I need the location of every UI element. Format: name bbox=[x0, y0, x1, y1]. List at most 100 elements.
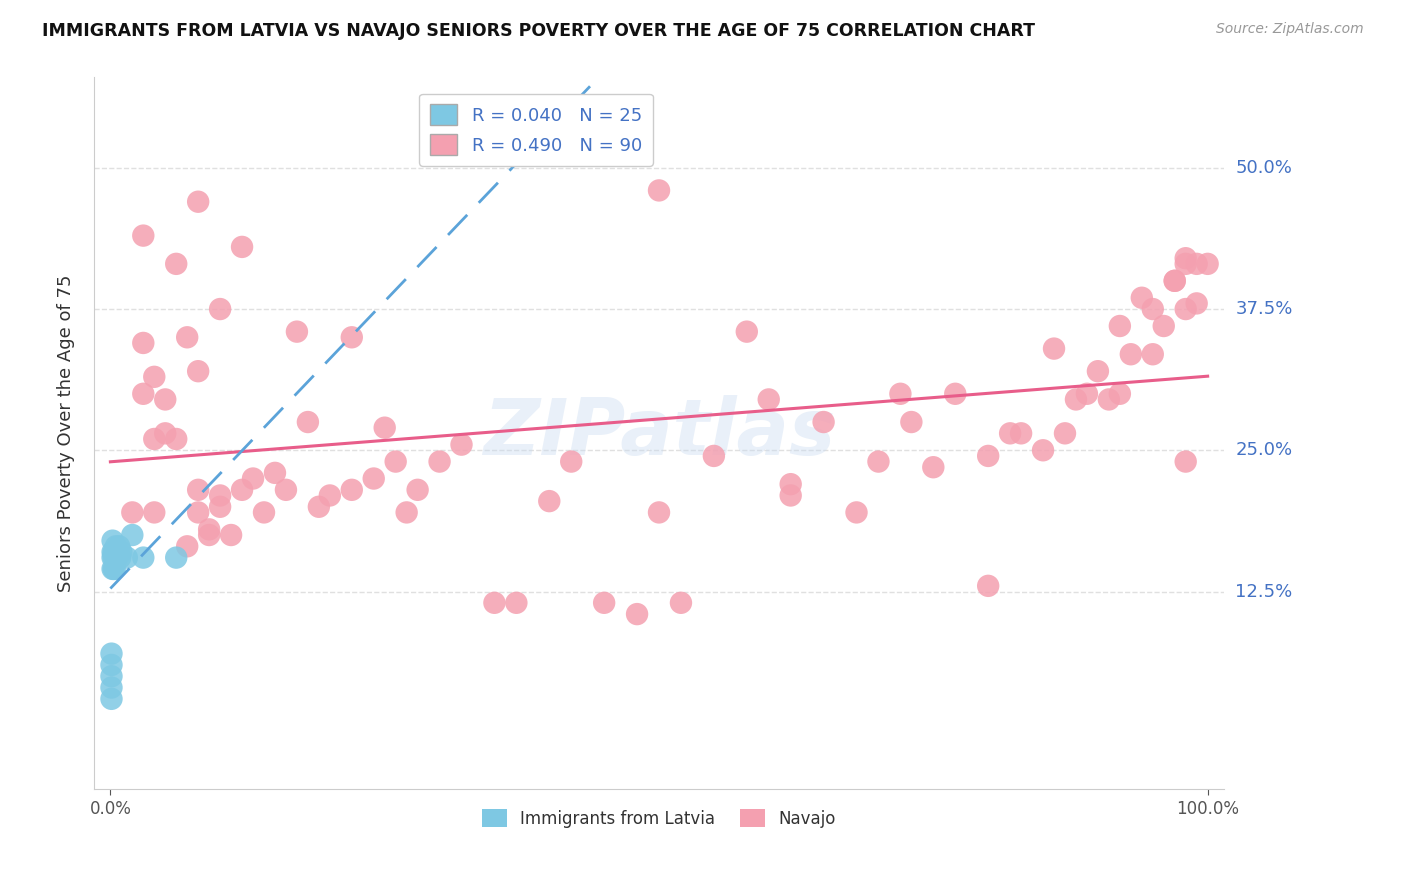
Point bbox=[363, 471, 385, 485]
Point bbox=[101, 533, 124, 548]
Point bbox=[1174, 257, 1197, 271]
Point bbox=[1185, 296, 1208, 310]
Point bbox=[1174, 301, 1197, 316]
Point bbox=[107, 545, 129, 559]
Point bbox=[165, 257, 187, 271]
Point bbox=[209, 488, 232, 502]
Point bbox=[1130, 291, 1153, 305]
Point bbox=[121, 528, 143, 542]
Text: Source: ZipAtlas.com: Source: ZipAtlas.com bbox=[1216, 22, 1364, 37]
Point bbox=[560, 454, 582, 468]
Point bbox=[1098, 392, 1121, 407]
Point bbox=[1174, 454, 1197, 468]
Point bbox=[104, 562, 127, 576]
Point bbox=[155, 426, 177, 441]
Point bbox=[264, 466, 287, 480]
Point bbox=[253, 505, 276, 519]
Point bbox=[132, 386, 155, 401]
Point bbox=[209, 301, 232, 316]
Point bbox=[103, 550, 125, 565]
Point bbox=[1197, 257, 1219, 271]
Point bbox=[1108, 318, 1130, 333]
Point bbox=[626, 607, 648, 621]
Point bbox=[104, 539, 127, 553]
Text: 25.0%: 25.0% bbox=[1236, 442, 1292, 459]
Point bbox=[374, 420, 396, 434]
Point bbox=[1043, 342, 1066, 356]
Point bbox=[100, 681, 122, 695]
Point bbox=[308, 500, 330, 514]
Point bbox=[165, 550, 187, 565]
Y-axis label: Seniors Poverty Over the Age of 75: Seniors Poverty Over the Age of 75 bbox=[58, 275, 75, 592]
Point bbox=[1053, 426, 1076, 441]
Point bbox=[219, 528, 242, 542]
Point bbox=[977, 579, 1000, 593]
Point bbox=[143, 432, 166, 446]
Point bbox=[176, 539, 198, 553]
Point bbox=[1032, 443, 1054, 458]
Text: 50.0%: 50.0% bbox=[1236, 159, 1292, 177]
Point bbox=[165, 432, 187, 446]
Point bbox=[198, 528, 221, 542]
Point bbox=[1108, 386, 1130, 401]
Point bbox=[155, 392, 177, 407]
Point bbox=[922, 460, 945, 475]
Point bbox=[1119, 347, 1142, 361]
Point bbox=[648, 183, 671, 197]
Point bbox=[900, 415, 922, 429]
Text: 12.5%: 12.5% bbox=[1236, 582, 1292, 600]
Point bbox=[593, 596, 616, 610]
Point bbox=[105, 550, 128, 565]
Point bbox=[889, 386, 911, 401]
Text: ZIPatlas: ZIPatlas bbox=[482, 395, 835, 471]
Point bbox=[103, 562, 125, 576]
Point bbox=[101, 550, 124, 565]
Point bbox=[406, 483, 429, 497]
Text: 37.5%: 37.5% bbox=[1236, 300, 1292, 318]
Point bbox=[813, 415, 835, 429]
Point bbox=[505, 596, 527, 610]
Point bbox=[319, 488, 342, 502]
Point bbox=[1185, 257, 1208, 271]
Point bbox=[998, 426, 1021, 441]
Point bbox=[1164, 274, 1187, 288]
Point bbox=[231, 483, 253, 497]
Point bbox=[297, 415, 319, 429]
Point bbox=[758, 392, 780, 407]
Point bbox=[121, 505, 143, 519]
Point bbox=[108, 539, 131, 553]
Point bbox=[1174, 251, 1197, 265]
Point bbox=[115, 550, 138, 565]
Point bbox=[110, 545, 132, 559]
Point bbox=[943, 386, 966, 401]
Point bbox=[538, 494, 561, 508]
Point bbox=[143, 505, 166, 519]
Point bbox=[143, 369, 166, 384]
Point bbox=[340, 330, 363, 344]
Point bbox=[209, 500, 232, 514]
Point bbox=[101, 545, 124, 559]
Point bbox=[104, 550, 127, 565]
Point bbox=[669, 596, 692, 610]
Point bbox=[779, 488, 801, 502]
Point bbox=[187, 505, 209, 519]
Point bbox=[1064, 392, 1087, 407]
Point bbox=[1087, 364, 1109, 378]
Point bbox=[274, 483, 297, 497]
Point bbox=[242, 471, 264, 485]
Point bbox=[100, 657, 122, 672]
Point bbox=[101, 562, 124, 576]
Point bbox=[187, 364, 209, 378]
Point bbox=[187, 194, 209, 209]
Point bbox=[100, 691, 122, 706]
Point bbox=[779, 477, 801, 491]
Point bbox=[103, 545, 125, 559]
Point bbox=[1142, 347, 1164, 361]
Point bbox=[132, 335, 155, 350]
Point bbox=[648, 505, 671, 519]
Point bbox=[100, 647, 122, 661]
Point bbox=[735, 325, 758, 339]
Point bbox=[198, 522, 221, 536]
Point bbox=[132, 228, 155, 243]
Point bbox=[1010, 426, 1032, 441]
